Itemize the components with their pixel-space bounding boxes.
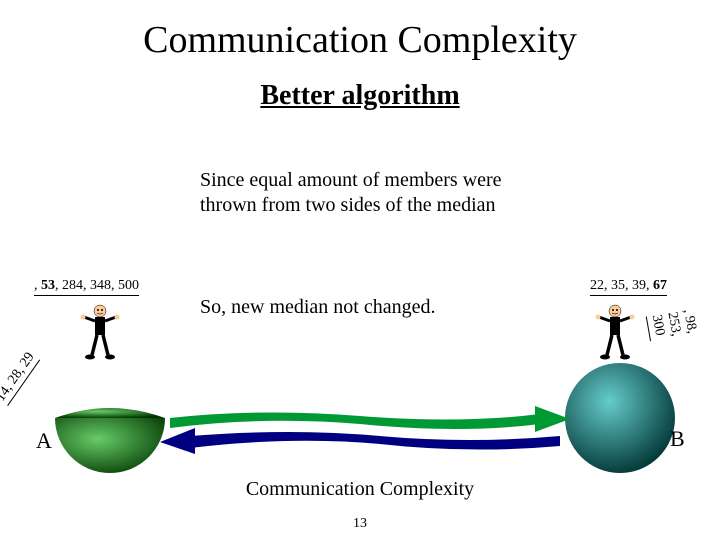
page-number: 13 [0,516,720,532]
right-rotated-list: , 98, 253, 300 [646,308,700,341]
left-rotated-list: 14, 28, 29 [0,350,40,406]
label-a: A [36,428,52,454]
right-list-pre: 22, 35, 39, [590,278,653,293]
person-a-icon [80,303,120,363]
person-b-icon [595,303,635,363]
page-title: Communication Complexity [0,18,720,62]
left-list-pre: , [34,278,41,293]
footer-text: Communication Complexity [0,478,720,501]
subtitle: Better algorithm [0,80,720,112]
planet-a-icon [50,358,170,478]
label-b: B [670,426,685,452]
left-list-post: , 284, 348, 500 [55,278,139,293]
left-list-bold: 53 [41,278,55,293]
right-list-bold: 67 [653,278,667,293]
left-number-list: , 53, 284, 348, 500 [34,278,139,296]
explanation-2: So, new median not changed. [200,296,436,319]
planet-b-icon [560,358,680,478]
explanation-1: Since equal amount of members were throw… [200,168,550,218]
communication-arrows-icon [160,406,570,456]
right-number-list: 22, 35, 39, 67 [590,278,667,296]
